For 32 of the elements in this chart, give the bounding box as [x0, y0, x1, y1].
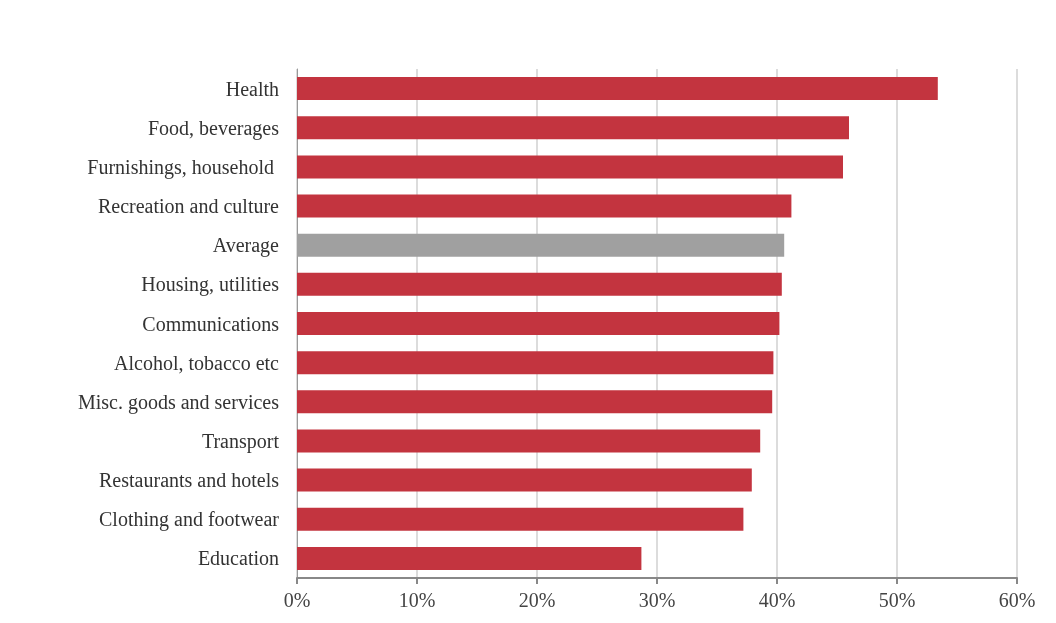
x-tick-label: 20%	[518, 589, 556, 611]
y-tick-label: Food, beverages	[147, 116, 280, 140]
bar	[297, 272, 782, 296]
y-tick-label: Alcohol, tobacco etc	[114, 351, 280, 374]
y-tick-label: Clothing and footwear	[99, 508, 280, 532]
bar	[297, 507, 744, 531]
bar	[297, 194, 792, 218]
y-tick-label: Transport	[201, 429, 280, 453]
y-tick-label: Education	[197, 547, 279, 570]
bar	[297, 351, 774, 375]
y-tick-label: Housing, utilities	[141, 273, 280, 297]
x-tick-label: 50%	[878, 589, 916, 611]
y-tick-label: Average	[212, 234, 280, 258]
y-tick-label: Recreation and culture	[97, 195, 280, 218]
bar	[297, 468, 752, 492]
y-tick-label: Health	[225, 77, 279, 100]
y-tick-label: Furnishings, household	[87, 155, 279, 179]
x-tick-label: 60%	[998, 589, 1036, 611]
bar	[297, 546, 642, 570]
bar	[297, 77, 938, 101]
bar	[297, 116, 849, 140]
bar	[297, 312, 780, 335]
bar	[297, 429, 761, 453]
x-tick-label: 0%	[283, 589, 311, 611]
x-tick-label: 30%	[638, 589, 676, 611]
y-tick-label: Misc. goods and services	[77, 390, 280, 414]
y-tick-label: Restaurants and hotels	[99, 469, 280, 492]
y-tick-label: Communications	[142, 312, 280, 335]
x-tick-label: 10%	[398, 589, 436, 611]
x-tick-label: 40%	[758, 589, 796, 611]
bar	[297, 390, 773, 414]
bar	[297, 155, 843, 179]
